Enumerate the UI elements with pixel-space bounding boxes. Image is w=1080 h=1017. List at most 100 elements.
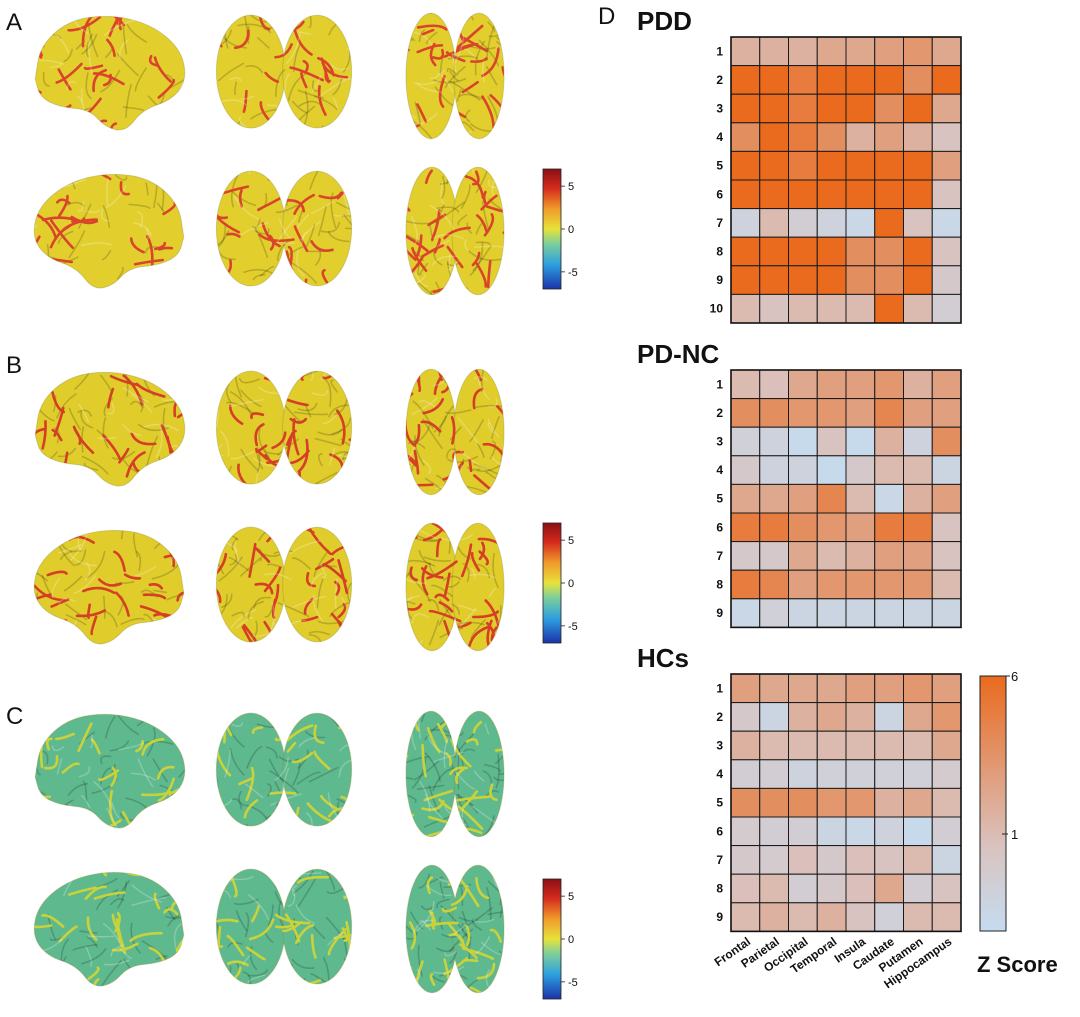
brain-surface [453, 368, 505, 496]
heatmap-cell [788, 873, 818, 904]
sulcus-mark [481, 46, 500, 78]
brain-view-lateral-right [33, 529, 185, 645]
sulcus-mark [49, 63, 62, 69]
sulcus-mark [35, 427, 46, 444]
sulcus-mark [495, 753, 500, 789]
sulcus-mark [470, 123, 492, 132]
sulcus-mark [50, 598, 70, 608]
sulcus-mark [311, 75, 322, 93]
sulcus-mark [87, 935, 115, 938]
heatmap-cell [845, 150, 876, 181]
sulcus-mark [421, 743, 428, 778]
sulcus-mark [133, 258, 164, 266]
sulcus-mark [74, 372, 93, 390]
heatmap-row-label: 1 [716, 44, 723, 58]
sulcus-mark [102, 204, 111, 228]
sulcus-mark [455, 767, 465, 785]
heatmap-cell [903, 179, 933, 210]
heatmap-cell [931, 208, 962, 238]
sulcus-mark [449, 80, 481, 101]
sulcus-mark [41, 216, 77, 222]
sulcus-mark [156, 16, 170, 20]
heatmap-cell [903, 369, 933, 400]
sulcus-mark [108, 489, 126, 493]
sulcus-mark [408, 921, 417, 950]
sulcus-mark [158, 532, 184, 541]
sulcus-mark [436, 898, 450, 909]
sulcus-mark [413, 31, 433, 46]
sulcus-mark [265, 933, 274, 943]
sulcus-mark [292, 870, 314, 894]
heatmap-cell [874, 293, 904, 324]
sulcus-mark [75, 820, 92, 828]
sulcus-mark [86, 550, 106, 579]
sulcus-mark [310, 973, 337, 984]
sulcus-mark [337, 715, 352, 725]
heatmap-cell [874, 426, 904, 457]
sulcus-mark [291, 262, 318, 284]
heatmap-cell [903, 541, 933, 571]
sulcus-mark [458, 608, 477, 628]
sulcus-mark [51, 428, 63, 442]
sulcus-mark [122, 25, 128, 55]
sulcus-mark [273, 810, 288, 822]
sulcus-mark [116, 879, 131, 897]
heatmap-row-label: 9 [716, 606, 723, 620]
sulcus-mark [276, 281, 291, 286]
sulcus-mark [477, 537, 504, 553]
sulcus-mark [78, 403, 90, 423]
sulcus-mark [341, 927, 349, 942]
sulcus-mark [317, 453, 323, 467]
sulcus-mark [444, 645, 454, 651]
sulcus-mark [158, 246, 174, 251]
sulcus-mark [470, 57, 488, 63]
sulcus-mark [274, 43, 293, 59]
heatmap-cell [931, 541, 962, 571]
sulcus-mark [457, 417, 480, 445]
sulcus-mark [460, 711, 474, 715]
sulcus-mark [87, 966, 100, 981]
sulcus-mark [242, 624, 257, 642]
sulcus-mark [425, 885, 452, 897]
brain-panel-c [33, 710, 505, 994]
heatmap-cell [759, 759, 789, 789]
sulcus-mark [103, 19, 136, 36]
heatmap-cell [759, 369, 789, 400]
brain-surface [33, 871, 185, 987]
sulcus-mark [125, 84, 132, 118]
sulcus-mark [267, 904, 274, 927]
heatmap-row-label: 9 [716, 273, 723, 287]
heatmap-cell [931, 673, 962, 704]
sulcus-mark [77, 200, 85, 212]
brain-panel-a [33, 12, 505, 296]
heatmap-cell [931, 845, 962, 875]
sulcus-mark [421, 800, 445, 812]
heatmap-cell [788, 702, 818, 732]
sulcus-mark [447, 260, 459, 271]
sulcus-mark [411, 397, 438, 415]
sulcus-mark [45, 125, 71, 130]
sulcus-mark [501, 65, 504, 92]
sulcus-mark [163, 908, 179, 916]
sulcus-mark [313, 95, 338, 111]
sulcus-mark [296, 771, 321, 785]
sulcus-mark [142, 740, 174, 745]
sulcus-mark [231, 611, 245, 618]
sulcus-mark [253, 226, 269, 258]
sulcus-mark [431, 48, 445, 60]
sulcus-mark [446, 262, 459, 267]
sulcus-mark [476, 962, 496, 980]
heatmap-cell [931, 122, 962, 152]
brain-view-lateral-left [34, 713, 186, 829]
heatmap-cell [845, 265, 876, 295]
heatmap-cell [788, 512, 818, 543]
sulcus-mark [118, 16, 123, 31]
sulcus-mark [297, 31, 312, 35]
sulcus-mark [433, 233, 464, 240]
sulcus-mark [42, 750, 49, 765]
heatmap-cell [903, 902, 933, 932]
sulcus-mark [165, 983, 180, 986]
heatmap-cell [759, 293, 789, 324]
sulcus-mark [313, 549, 330, 578]
sulcus-mark [481, 95, 495, 130]
